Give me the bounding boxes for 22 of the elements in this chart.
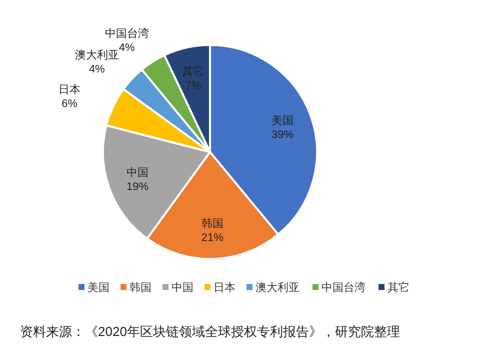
data-label: 19% — [126, 181, 149, 194]
text: 资料来源：《2020年区块链领域全球授权专利报告》，研究院整理 — [20, 324, 400, 339]
data-label: 7% — [185, 80, 202, 92]
legend-label: 中国 — [172, 281, 194, 294]
slice-label: 日本 — [58, 83, 81, 96]
legend-label: 韩国 — [130, 281, 152, 294]
slice-label: 澳大利亚 — [74, 48, 119, 62]
slice-label: 韩国 — [201, 217, 224, 230]
legend-label: 日本 — [214, 281, 236, 294]
legend-label: 其它 — [388, 281, 410, 294]
legend-label: 澳大利亚 — [256, 281, 300, 294]
slice-label: 其它 — [182, 64, 204, 78]
data-label: 21% — [201, 232, 224, 244]
data-label: 39% — [271, 128, 294, 141]
legend-label: 中国台湾 — [322, 281, 366, 294]
slice-label: 中国台湾 — [104, 27, 149, 40]
legend-label: 美国 — [88, 281, 110, 294]
data-label: 4% — [88, 63, 106, 76]
data-label: 4% — [118, 42, 136, 54]
slice-label: 中国 — [126, 166, 149, 180]
slice-label: 美国 — [271, 114, 294, 127]
data-label: 6% — [62, 98, 78, 110]
